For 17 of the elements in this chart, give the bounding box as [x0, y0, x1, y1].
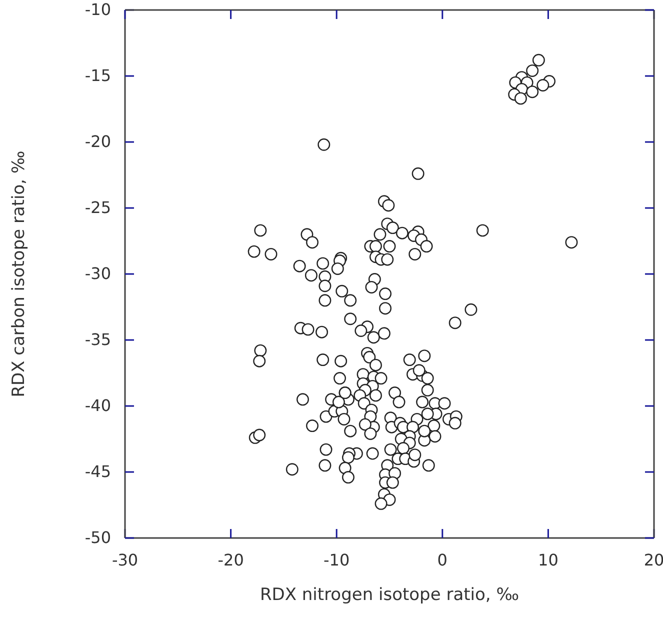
x-tick-label: 20: [644, 550, 663, 570]
x-tick-label: -20: [218, 550, 244, 570]
y-tick-label: -20: [84, 132, 111, 152]
x-tick-label: -30: [112, 550, 138, 570]
y-axis-title: RDX carbon isotope ratio, ‰: [9, 150, 29, 398]
y-tick-label: -25: [84, 198, 111, 218]
x-axis-title: RDX nitrogen isotope ratio, ‰: [260, 585, 520, 605]
x-tick-label: 10: [538, 550, 558, 570]
y-tick-label: -35: [84, 330, 111, 350]
x-tick-label: 0: [437, 550, 448, 570]
x-tick-label: -10: [324, 550, 350, 570]
y-tick-label: -50: [84, 528, 111, 548]
y-tick-label: -15: [84, 66, 111, 86]
y-tick-label: -10: [84, 0, 111, 20]
y-tick-label: -45: [84, 462, 111, 482]
y-tick-label: -30: [84, 264, 111, 284]
y-tick-label: -40: [84, 396, 111, 416]
